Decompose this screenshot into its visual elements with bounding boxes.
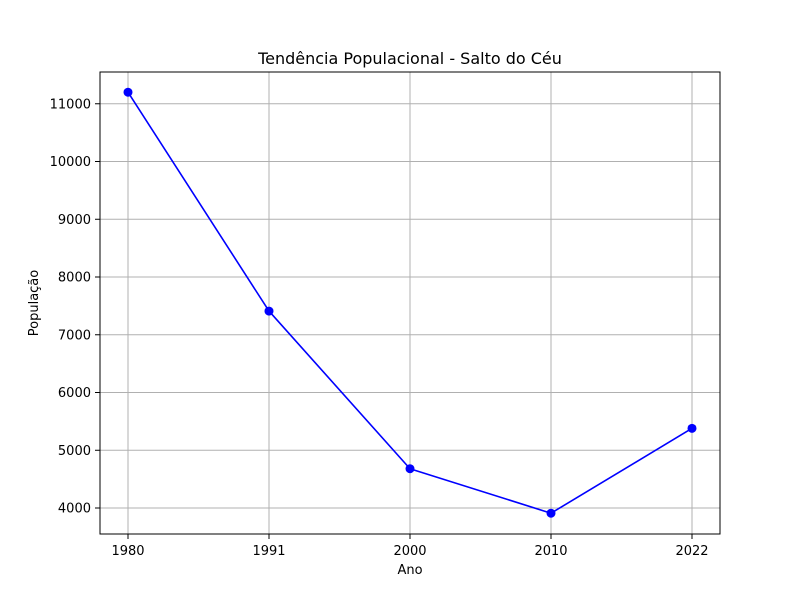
y-tick-label: 11000: [50, 97, 91, 112]
y-tick-label: 7000: [58, 328, 91, 343]
y-tick-label: 4000: [58, 502, 91, 517]
y-tick-label: 5000: [58, 444, 91, 459]
grid: [100, 72, 720, 534]
y-tick-label: 6000: [58, 386, 91, 401]
data-point: [687, 423, 697, 433]
x-axis-label: Ano: [397, 563, 422, 578]
data-point: [123, 87, 133, 97]
data-point: [405, 464, 415, 474]
series-layer: [123, 87, 697, 518]
data-point: [264, 306, 274, 316]
y-axis-label: População: [27, 270, 42, 337]
y-tick-label: 8000: [58, 271, 91, 286]
y-tick-label: 10000: [50, 155, 91, 170]
x-tick-label: 1980: [111, 544, 144, 559]
x-tick-label: 2000: [393, 544, 426, 559]
x-tick-label: 2010: [534, 544, 567, 559]
x-tick-label: 2022: [675, 544, 708, 559]
x-tick-label: 1991: [252, 544, 285, 559]
y-tick-label: 9000: [58, 213, 91, 228]
plot-area-frame: [99, 71, 721, 535]
data-point: [546, 508, 556, 518]
ticks: 4000 5000 6000 7000 8000 9000 10000 11000 1980 19…: [50, 97, 709, 559]
chart-title: Tendência Populacional - Salto do Céu: [257, 49, 562, 68]
